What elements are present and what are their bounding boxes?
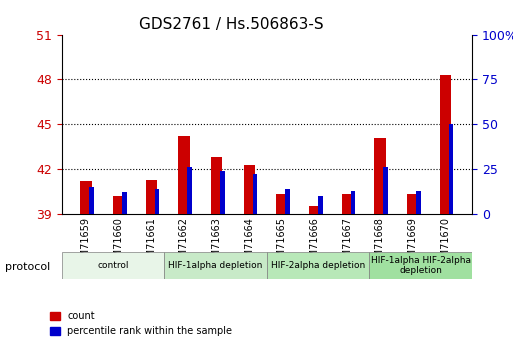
Bar	[89, 187, 94, 214]
Bar	[253, 175, 258, 214]
Bar	[146, 179, 157, 214]
Bar	[155, 189, 159, 214]
Bar	[416, 190, 421, 214]
Bar	[374, 138, 386, 214]
Bar	[244, 165, 255, 214]
Bar	[220, 171, 225, 214]
Bar	[440, 75, 451, 214]
Bar	[187, 167, 192, 214]
Bar	[276, 195, 288, 214]
Text: HIF-1alpha HIF-2alpha
depletion: HIF-1alpha HIF-2alpha depletion	[371, 256, 470, 275]
Bar	[318, 196, 323, 214]
Legend: count, percentile rank within the sample: count, percentile rank within the sample	[46, 307, 236, 340]
FancyBboxPatch shape	[267, 252, 369, 279]
Text: protocol: protocol	[5, 263, 50, 272]
Bar	[285, 189, 290, 214]
Bar	[122, 193, 127, 214]
FancyBboxPatch shape	[62, 252, 164, 279]
FancyBboxPatch shape	[164, 252, 267, 279]
Text: control: control	[97, 261, 129, 270]
Bar	[407, 195, 418, 214]
Bar	[309, 206, 320, 214]
Text: HIF-2alpha depletion: HIF-2alpha depletion	[271, 261, 365, 270]
Bar	[211, 157, 222, 214]
Text: HIF-1alpha depletion: HIF-1alpha depletion	[168, 261, 263, 270]
Bar	[113, 196, 124, 214]
FancyBboxPatch shape	[369, 252, 472, 279]
Text: GDS2761 / Hs.506863-S: GDS2761 / Hs.506863-S	[139, 17, 323, 32]
Bar	[80, 181, 92, 214]
Bar	[383, 167, 388, 214]
Bar	[342, 195, 353, 214]
Bar	[351, 190, 356, 214]
Bar	[178, 136, 190, 214]
Bar	[449, 124, 453, 214]
